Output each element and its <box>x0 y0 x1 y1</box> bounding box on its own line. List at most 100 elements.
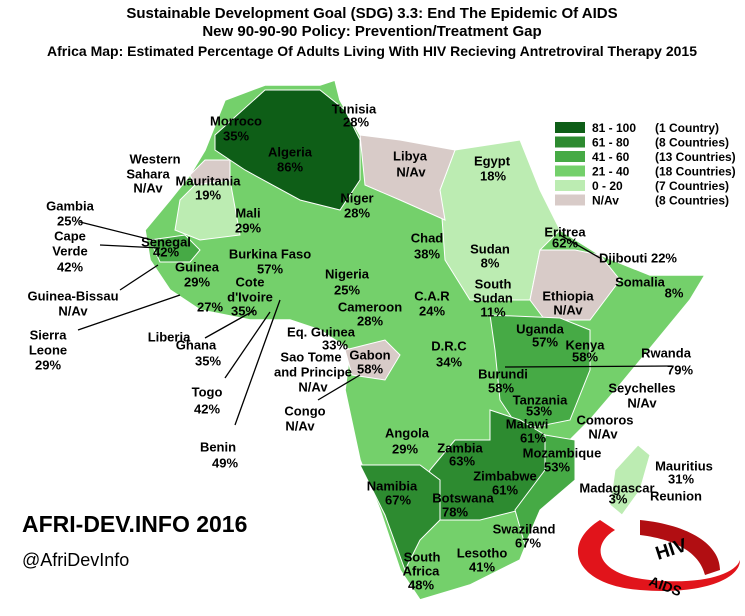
country-label: 18% <box>480 168 506 183</box>
legend-swatch <box>555 165 585 177</box>
region-western-sahara <box>189 159 231 186</box>
country-label: Liberia <box>148 329 191 344</box>
legend-swatch <box>555 122 585 133</box>
legend-count: (13 Countries) <box>655 150 736 164</box>
country-label: 61% <box>492 482 518 497</box>
title-line-1: Sustainable Development Goal (SDG) 3.3: … <box>126 5 617 22</box>
country-label: Sahara <box>126 166 170 181</box>
country-label: Mauritania <box>175 173 241 188</box>
country-label: 29% <box>235 220 261 235</box>
country-label: Morroco <box>210 113 262 128</box>
country-label: 53% <box>526 403 552 418</box>
country-label: 29% <box>35 357 61 372</box>
ribbon-top: HIV <box>653 535 690 565</box>
country-label: Mozambique <box>523 445 602 460</box>
region-algeria <box>214 89 361 211</box>
country-label: 78% <box>442 504 468 519</box>
country-label: Comoros <box>576 412 633 427</box>
country-label: Africa <box>403 563 441 578</box>
country-label: Somalia <box>615 274 666 289</box>
country-label: 67% <box>515 535 541 550</box>
country-label: Libya <box>393 148 428 163</box>
country-label: 29% <box>184 274 210 289</box>
country-label: D.R.C <box>431 338 467 353</box>
ribbon: HIV AIDS <box>577 520 740 599</box>
country-label: Burundi <box>478 366 528 381</box>
country-label: Cape <box>54 228 86 243</box>
country-label: and Principe <box>274 364 352 379</box>
country-label: C.A.R <box>414 288 450 303</box>
country-label: 58% <box>488 380 514 395</box>
country-label: Guinea-Bissau <box>27 288 118 303</box>
legend-range: 21 - 40 <box>592 165 630 179</box>
country-label: 35% <box>231 303 257 318</box>
handle: @AfriDevInfo <box>22 550 129 570</box>
region-gabon <box>344 339 401 381</box>
country-label: 11% <box>480 304 506 319</box>
country-label: N/Av <box>396 164 426 179</box>
country-label: Mali <box>235 205 260 220</box>
country-label: Benin <box>200 439 236 454</box>
country-label: Western <box>129 151 180 166</box>
country-label: 42% <box>153 244 179 259</box>
country-label: 86% <box>277 159 303 174</box>
country-label: 33% <box>322 337 348 352</box>
country-label: N/Av <box>133 180 163 195</box>
country-label: 58% <box>572 349 598 364</box>
country-label: Cameroon <box>338 299 402 314</box>
country-label: Zimbabwe <box>473 468 537 483</box>
region-mozambique <box>514 434 576 547</box>
country-label: 27% <box>197 299 223 314</box>
country-label: 57% <box>257 261 283 276</box>
country-label: Tunisia <box>332 101 377 116</box>
country-label: Verde <box>52 243 87 258</box>
country-label: 49% <box>212 455 238 470</box>
country-label: Angola <box>385 425 430 440</box>
country-label: 29% <box>392 441 418 456</box>
legend-range: 81 - 100 <box>592 121 636 135</box>
region-south-central <box>419 409 546 521</box>
region-mauritania <box>174 179 241 241</box>
country-label: Egypt <box>474 153 511 168</box>
country-label: Uganda <box>516 321 564 336</box>
country-label: 62% <box>552 235 578 250</box>
country-label: N/Av <box>285 418 315 433</box>
country-label: 67% <box>385 492 411 507</box>
country-label: South <box>404 549 441 564</box>
legend-range: 61 - 80 <box>592 136 630 150</box>
brand: AFRI-DEV.INFO 2016 <box>22 511 247 537</box>
legend: 81 - 100 (1 Country) 61 - 80 (8 Countries) 4… <box>555 121 736 208</box>
country-label: Togo <box>192 384 223 399</box>
legend-count: (1 Country) <box>655 121 719 135</box>
country-label: Ethiopia <box>542 288 594 303</box>
country-label: Eritrea <box>544 224 586 239</box>
country-label: Nigeria <box>325 266 370 281</box>
country-label: Malawi <box>506 416 549 431</box>
country-label: Chad <box>411 230 444 245</box>
country-label: d'Ivoire <box>227 289 273 304</box>
legend-swatch <box>555 180 585 191</box>
country-label: 28% <box>343 114 369 129</box>
country-label: 25% <box>57 213 83 228</box>
country-label: Zambia <box>437 440 483 455</box>
legend-swatch <box>555 194 585 206</box>
country-label: Kenya <box>565 337 605 352</box>
country-label: 35% <box>195 353 221 368</box>
legend-count: (8 Countries) <box>655 194 729 208</box>
country-label: N/Av <box>588 426 618 441</box>
country-label: 25% <box>334 282 360 297</box>
country-label: Congo <box>284 403 325 418</box>
country-label: Sao Tome <box>280 349 341 364</box>
country-label: Burkina Faso <box>229 246 311 261</box>
country-label: Namibia <box>367 478 418 493</box>
country-label: 63% <box>449 453 475 468</box>
country-label: N/Av <box>298 379 328 394</box>
country-label: Eq. Guinea <box>287 324 356 339</box>
country-label: Cote <box>236 274 265 289</box>
country-label: N/Av <box>58 303 88 318</box>
country-label: 24% <box>419 303 445 318</box>
country-label: Rwanda <box>641 345 692 360</box>
country-label: South <box>475 276 512 291</box>
region-east <box>489 314 591 431</box>
